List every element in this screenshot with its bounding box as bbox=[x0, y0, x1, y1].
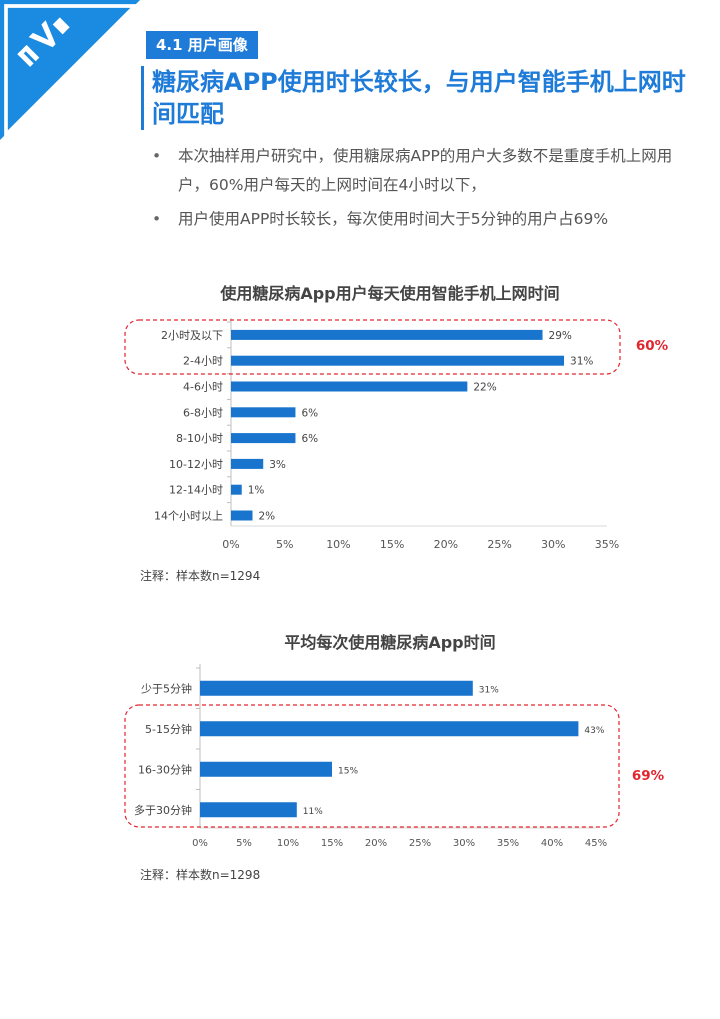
data-label: 3% bbox=[269, 459, 286, 471]
bar bbox=[231, 458, 264, 469]
x-tick-label: 30% bbox=[453, 838, 475, 849]
category-label: 10-12小时 bbox=[169, 458, 223, 471]
x-tick-label: 35% bbox=[497, 838, 519, 849]
x-tick-label: 45% bbox=[585, 838, 607, 849]
highlight-box bbox=[124, 319, 621, 375]
category-label: 多于30分钟 bbox=[134, 803, 192, 817]
bar bbox=[231, 329, 543, 340]
category-label: 2-4小时 bbox=[183, 355, 223, 368]
data-label: 22% bbox=[473, 382, 496, 394]
chart-title-session-duration: 平均每次使用糖尿病App时间 bbox=[284, 633, 496, 652]
bar bbox=[200, 761, 332, 777]
chart-title-daily-usage: 使用糖尿病App用户每天使用智能手机上网时间 bbox=[220, 284, 560, 303]
x-tick-label: 10% bbox=[326, 538, 350, 551]
corner-stripe bbox=[4, 4, 140, 140]
highlight-label: 60% bbox=[636, 338, 669, 354]
x-tick-label: 0% bbox=[222, 538, 239, 551]
x-tick-label: 15% bbox=[380, 538, 404, 551]
category-label: 少于5分钟 bbox=[141, 681, 192, 695]
bar bbox=[231, 381, 468, 392]
category-label: 4-6小时 bbox=[183, 381, 223, 394]
bullet-text: 用户使用APP时长较长，每次使用时间大于5分钟的用户占69% bbox=[178, 210, 609, 228]
logo-mark bbox=[17, 17, 70, 67]
bullet-item: • 用户使用APP时长较长，每次使用时间大于5分钟的用户占69% bbox=[150, 205, 680, 234]
sample-note-1: 注释：样本数n=1294 bbox=[140, 569, 261, 583]
category-label: 5-15分钟 bbox=[145, 722, 192, 736]
x-tick-label: 0% bbox=[192, 838, 208, 849]
category-label: 8-10小时 bbox=[176, 432, 223, 445]
data-label: 2% bbox=[258, 511, 275, 523]
category-label: 6-8小时 bbox=[183, 406, 223, 419]
data-label: 11% bbox=[303, 807, 323, 817]
sample-note-2: 注释：样本数n=1298 bbox=[140, 868, 261, 882]
x-tick-label: 15% bbox=[321, 838, 343, 849]
data-label: 6% bbox=[301, 433, 318, 445]
heading-accent-bar bbox=[141, 66, 144, 130]
x-tick-label: 20% bbox=[365, 838, 387, 849]
data-label: 31% bbox=[479, 685, 499, 695]
data-label: 29% bbox=[549, 330, 572, 342]
x-tick-label: 35% bbox=[595, 538, 619, 551]
bar bbox=[200, 802, 297, 818]
data-label: 15% bbox=[338, 766, 358, 776]
data-label: 43% bbox=[584, 726, 604, 736]
bullet-text: 本次抽样用户研究中，使用糖尿病APP的用户大多数不是重度手机上网用户，60%用户… bbox=[178, 147, 673, 194]
x-tick-label: 25% bbox=[487, 538, 511, 551]
bar bbox=[231, 484, 242, 495]
x-tick-label: 30% bbox=[541, 538, 565, 551]
x-tick-label: 25% bbox=[409, 838, 431, 849]
highlight-label: 69% bbox=[632, 768, 665, 784]
section-tag: 4.1 用户画像 bbox=[146, 31, 258, 59]
bar bbox=[231, 407, 296, 418]
bullet-icon: • bbox=[152, 210, 162, 228]
corner-logo bbox=[0, 0, 140, 140]
bar bbox=[231, 510, 253, 521]
bar bbox=[200, 680, 473, 696]
category-label: 14个小时以上 bbox=[154, 510, 223, 523]
data-label: 6% bbox=[301, 407, 318, 419]
x-tick-label: 5% bbox=[276, 538, 293, 551]
x-tick-label: 20% bbox=[434, 538, 458, 551]
data-label: 1% bbox=[248, 485, 265, 497]
category-label: 2小时及以下 bbox=[161, 329, 223, 342]
x-tick-label: 5% bbox=[236, 838, 252, 849]
data-label: 31% bbox=[570, 356, 593, 368]
bar bbox=[200, 721, 579, 737]
page-title: 糖尿病APP使用时长较长，与用户智能手机上网时间匹配 bbox=[152, 68, 686, 128]
bullet-list: • 本次抽样用户研究中，使用糖尿病APP的用户大多数不是重度手机上网用户，60%… bbox=[150, 142, 680, 239]
bar bbox=[231, 355, 565, 366]
highlight-box bbox=[124, 704, 620, 828]
bullet-icon: • bbox=[152, 147, 162, 165]
category-label: 16-30分钟 bbox=[138, 762, 192, 776]
bar bbox=[231, 433, 296, 444]
bullet-item: • 本次抽样用户研究中，使用糖尿病APP的用户大多数不是重度手机上网用户，60%… bbox=[150, 142, 680, 200]
x-tick-label: 10% bbox=[277, 838, 299, 849]
category-label: 12-14小时 bbox=[169, 484, 223, 497]
x-tick-label: 40% bbox=[541, 838, 563, 849]
